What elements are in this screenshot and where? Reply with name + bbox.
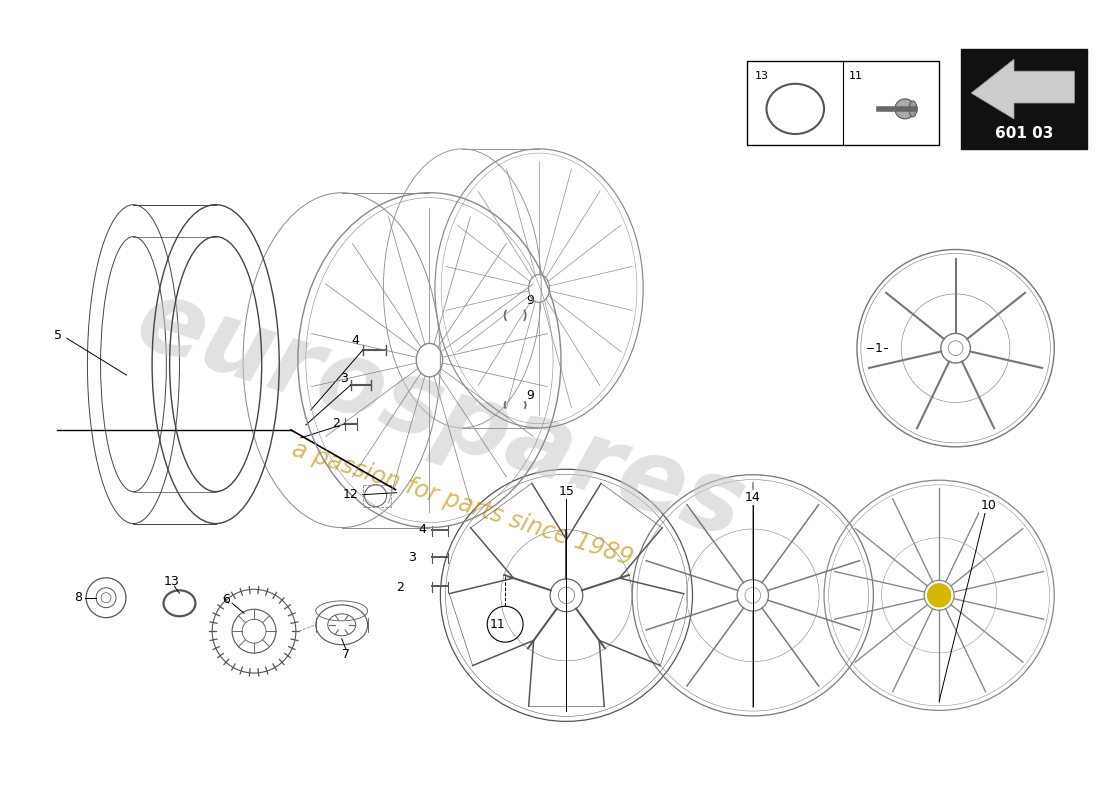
Text: 4: 4 [418,523,427,536]
Text: 3: 3 [408,551,417,564]
Text: 7: 7 [342,648,350,662]
Text: 9: 9 [526,389,534,402]
Text: 2: 2 [397,581,405,594]
Text: 6: 6 [222,593,230,606]
Text: 13: 13 [164,575,179,588]
Bar [747,61,939,145]
Text: 14: 14 [745,490,761,504]
Text: 11: 11 [490,618,505,630]
FancyBboxPatch shape [961,50,1087,149]
Text: 5: 5 [54,329,62,342]
Text: 2: 2 [332,418,340,430]
Bar [363,485,390,506]
Text: 9: 9 [526,294,534,307]
Text: eurospares: eurospares [124,272,756,560]
Text: 11: 11 [849,71,864,81]
Circle shape [927,584,950,607]
Text: 10: 10 [980,498,997,512]
Text: 4: 4 [352,334,360,346]
Polygon shape [971,59,1075,119]
Ellipse shape [909,101,917,117]
Text: 13: 13 [756,71,769,81]
Text: 1: 1 [874,342,883,354]
Text: 601 03: 601 03 [994,126,1054,142]
Text: 12: 12 [343,488,359,501]
Text: 8: 8 [74,591,82,604]
Text: a passion for parts since 1989: a passion for parts since 1989 [289,437,636,570]
Circle shape [895,99,915,119]
Text: 15: 15 [559,485,574,498]
Text: 3: 3 [340,371,348,385]
